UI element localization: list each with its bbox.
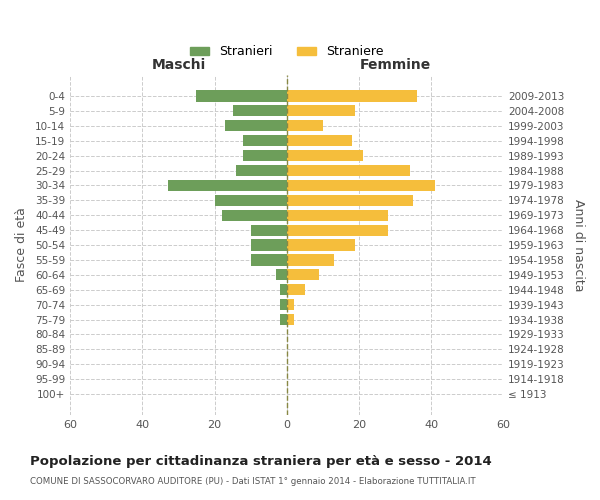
Text: Femmine: Femmine: [359, 58, 431, 71]
Legend: Stranieri, Straniere: Stranieri, Straniere: [185, 40, 389, 64]
Bar: [287, 284, 305, 296]
Bar: [196, 90, 287, 102]
Y-axis label: Anni di nascita: Anni di nascita: [572, 199, 585, 292]
Bar: [233, 106, 287, 117]
Bar: [287, 106, 355, 117]
Bar: [287, 135, 352, 146]
Bar: [226, 120, 287, 132]
Bar: [244, 150, 287, 161]
Bar: [287, 210, 388, 221]
Bar: [287, 150, 362, 161]
Bar: [222, 210, 287, 221]
Bar: [280, 284, 287, 296]
Bar: [215, 194, 287, 206]
Bar: [236, 165, 287, 176]
Bar: [287, 254, 334, 266]
Bar: [251, 254, 287, 266]
Bar: [251, 240, 287, 250]
Bar: [280, 314, 287, 325]
Bar: [280, 299, 287, 310]
Bar: [244, 135, 287, 146]
Y-axis label: Fasce di età: Fasce di età: [15, 208, 28, 282]
Bar: [287, 180, 435, 191]
Bar: [287, 194, 413, 206]
Bar: [287, 299, 294, 310]
Text: Maschi: Maschi: [151, 58, 206, 71]
Bar: [251, 224, 287, 235]
Bar: [287, 240, 355, 250]
Bar: [287, 120, 323, 132]
Bar: [287, 90, 417, 102]
Bar: [287, 165, 410, 176]
Bar: [287, 270, 319, 280]
Text: Popolazione per cittadinanza straniera per età e sesso - 2014: Popolazione per cittadinanza straniera p…: [30, 455, 492, 468]
Bar: [287, 314, 294, 325]
Text: COMUNE DI SASSOCORVARO AUDITORE (PU) - Dati ISTAT 1° gennaio 2014 - Elaborazione: COMUNE DI SASSOCORVARO AUDITORE (PU) - D…: [30, 478, 476, 486]
Bar: [287, 224, 388, 235]
Bar: [276, 270, 287, 280]
Bar: [167, 180, 287, 191]
